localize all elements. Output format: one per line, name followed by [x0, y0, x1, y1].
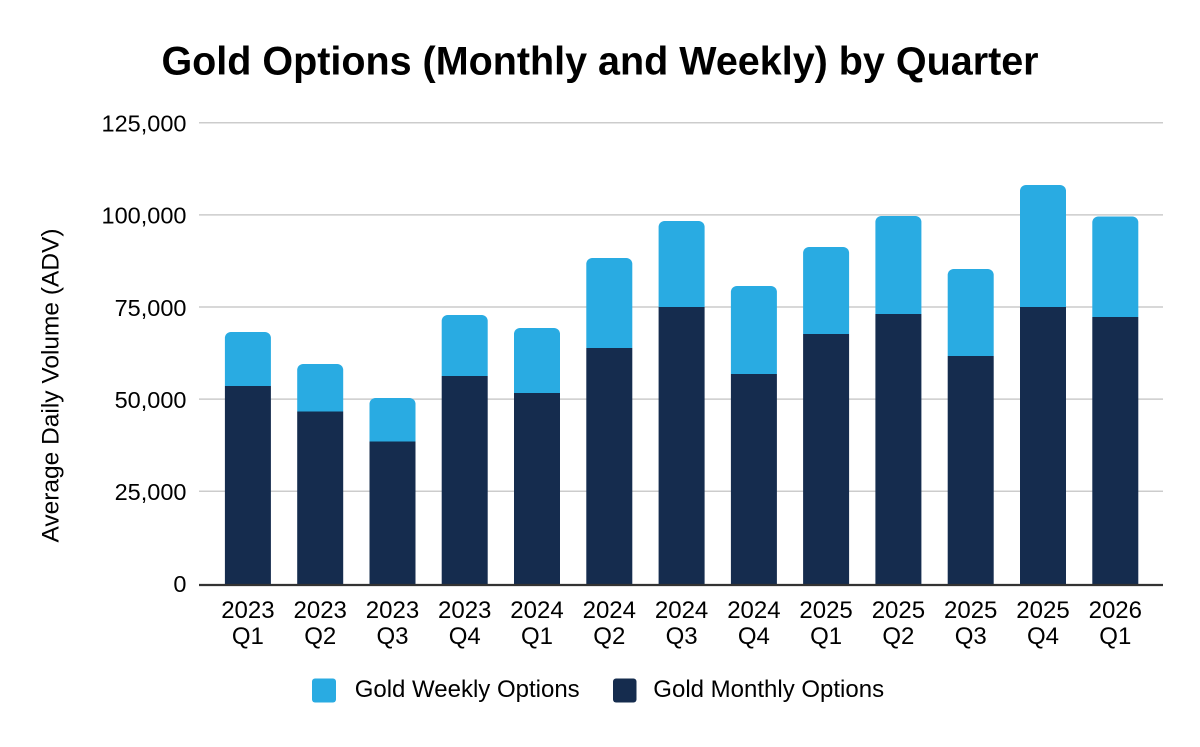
svg-text:Q4: Q4 — [449, 623, 481, 650]
svg-text:2026: 2026 — [1089, 597, 1142, 624]
svg-text:75,000: 75,000 — [115, 295, 187, 321]
svg-text:2023: 2023 — [366, 597, 419, 624]
svg-text:Q3: Q3 — [376, 623, 408, 650]
svg-text:2025: 2025 — [799, 597, 852, 624]
svg-text:Q2: Q2 — [304, 623, 336, 650]
svg-text:Q2: Q2 — [882, 623, 914, 650]
svg-text:2024: 2024 — [655, 597, 708, 624]
svg-text:Q2: Q2 — [593, 623, 625, 650]
svg-text:125,000: 125,000 — [102, 111, 187, 137]
svg-text:2024: 2024 — [583, 597, 636, 624]
svg-text:2024: 2024 — [510, 597, 563, 624]
svg-text:Gold Options (Monthly and Week: Gold Options (Monthly and Weekly) by Qua… — [161, 40, 1038, 84]
svg-text:2025: 2025 — [872, 597, 925, 624]
svg-text:Gold Monthly Options: Gold Monthly Options — [653, 676, 884, 703]
svg-text:2023: 2023 — [294, 597, 347, 624]
svg-text:50,000: 50,000 — [115, 387, 187, 413]
svg-text:Q1: Q1 — [810, 623, 842, 650]
svg-text:0: 0 — [173, 571, 186, 597]
svg-text:Q4: Q4 — [738, 623, 770, 650]
svg-text:100,000: 100,000 — [102, 203, 187, 229]
svg-text:Q4: Q4 — [1027, 623, 1059, 650]
svg-text:Q1: Q1 — [521, 623, 553, 650]
svg-text:Q3: Q3 — [955, 623, 987, 650]
svg-text:2023: 2023 — [221, 597, 274, 624]
svg-text:2024: 2024 — [727, 597, 780, 624]
svg-text:Average Daily Volume (ADV): Average Daily Volume (ADV) — [38, 228, 65, 542]
svg-text:Gold Weekly Options: Gold Weekly Options — [355, 676, 580, 703]
svg-text:2025: 2025 — [1016, 597, 1069, 624]
svg-text:Q3: Q3 — [666, 623, 698, 650]
svg-text:2023: 2023 — [438, 597, 491, 624]
svg-text:Q1: Q1 — [1099, 623, 1131, 650]
svg-text:Q1: Q1 — [232, 623, 264, 650]
svg-text:2025: 2025 — [944, 597, 997, 624]
svg-text:25,000: 25,000 — [115, 479, 187, 505]
